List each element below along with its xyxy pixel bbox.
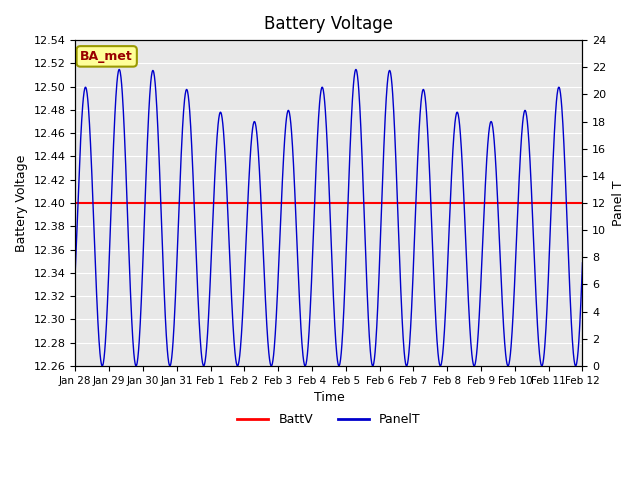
Text: BA_met: BA_met bbox=[81, 50, 133, 63]
Legend: BattV, PanelT: BattV, PanelT bbox=[232, 408, 426, 432]
Y-axis label: Battery Voltage: Battery Voltage bbox=[15, 155, 28, 252]
X-axis label: Time: Time bbox=[314, 391, 344, 404]
Title: Battery Voltage: Battery Voltage bbox=[264, 15, 394, 33]
Y-axis label: Panel T: Panel T bbox=[612, 180, 625, 226]
